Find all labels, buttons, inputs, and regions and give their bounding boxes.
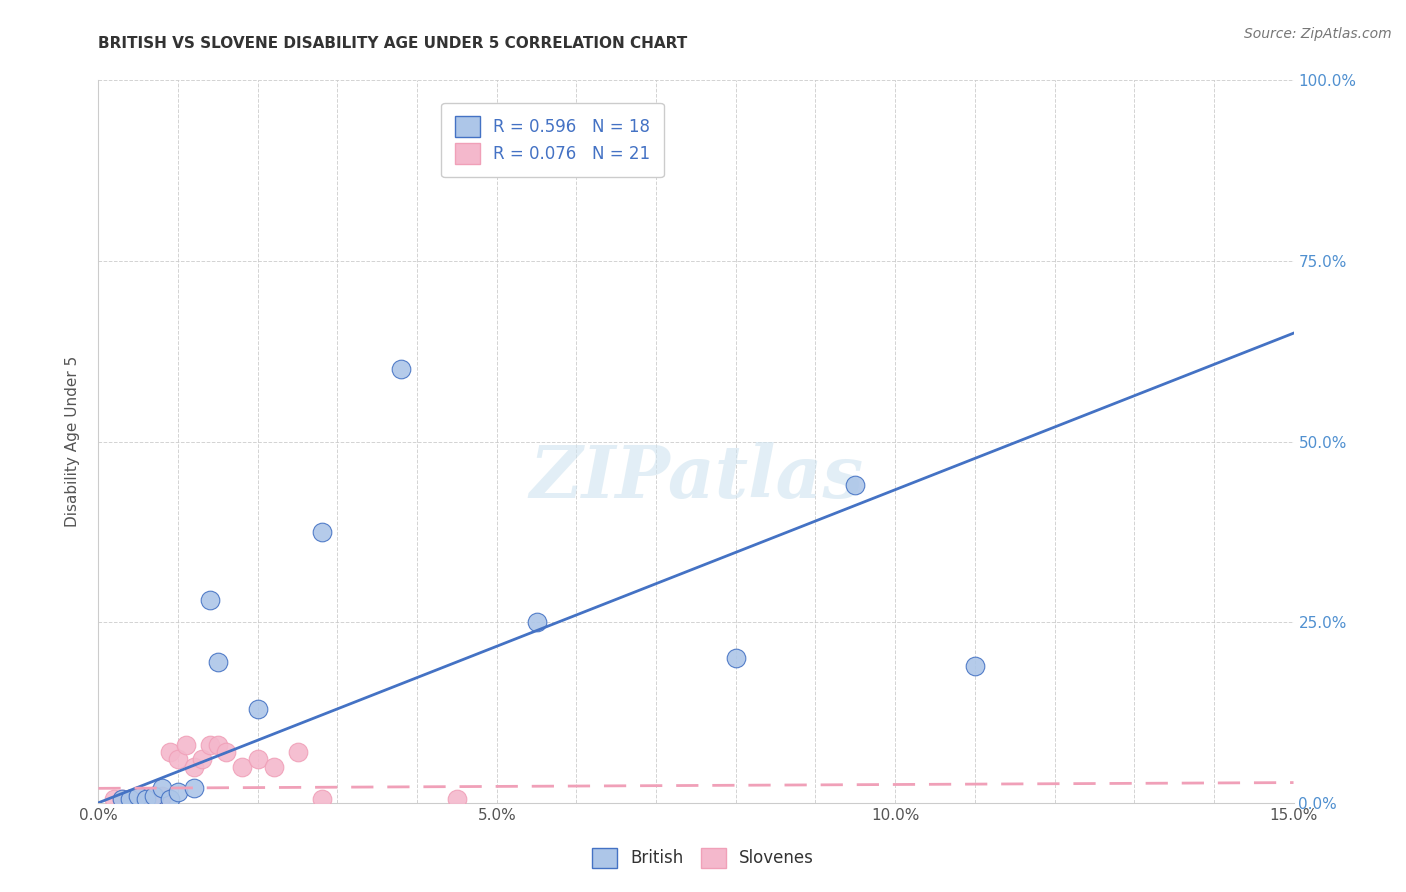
- Point: [246, 702, 269, 716]
- Point: [135, 792, 157, 806]
- Point: [127, 789, 149, 803]
- Point: [724, 651, 747, 665]
- Point: [150, 789, 173, 803]
- Point: [143, 789, 166, 803]
- Point: [311, 792, 333, 806]
- Point: [207, 655, 229, 669]
- Y-axis label: Disability Age Under 5: Disability Age Under 5: [65, 356, 80, 527]
- Legend: British, Slovenes: British, Slovenes: [586, 841, 820, 875]
- Point: [120, 792, 142, 806]
- Point: [526, 615, 548, 630]
- Text: Source: ZipAtlas.com: Source: ZipAtlas.com: [1244, 27, 1392, 41]
- Point: [207, 738, 229, 752]
- Point: [111, 792, 134, 806]
- Point: [231, 760, 253, 774]
- Point: [111, 792, 134, 806]
- Point: [174, 738, 197, 752]
- Point: [963, 658, 986, 673]
- Point: [446, 792, 468, 806]
- Point: [389, 362, 412, 376]
- Point: [183, 760, 205, 774]
- Point: [246, 752, 269, 766]
- Point: [191, 752, 214, 766]
- Point: [287, 745, 309, 759]
- Point: [183, 781, 205, 796]
- Point: [103, 792, 125, 806]
- Point: [198, 738, 221, 752]
- Point: [159, 745, 181, 759]
- Point: [311, 524, 333, 539]
- Legend: R = 0.596   N = 18, R = 0.076   N = 21: R = 0.596 N = 18, R = 0.076 N = 21: [441, 103, 664, 178]
- Point: [167, 752, 190, 766]
- Point: [198, 593, 221, 607]
- Point: [167, 785, 190, 799]
- Point: [263, 760, 285, 774]
- Text: ZIPatlas: ZIPatlas: [529, 442, 863, 513]
- Point: [135, 792, 157, 806]
- Point: [159, 792, 181, 806]
- Text: BRITISH VS SLOVENE DISABILITY AGE UNDER 5 CORRELATION CHART: BRITISH VS SLOVENE DISABILITY AGE UNDER …: [98, 36, 688, 51]
- Point: [150, 781, 173, 796]
- Point: [215, 745, 238, 759]
- Point: [120, 792, 142, 806]
- Point: [844, 478, 866, 492]
- Point: [143, 789, 166, 803]
- Point: [127, 789, 149, 803]
